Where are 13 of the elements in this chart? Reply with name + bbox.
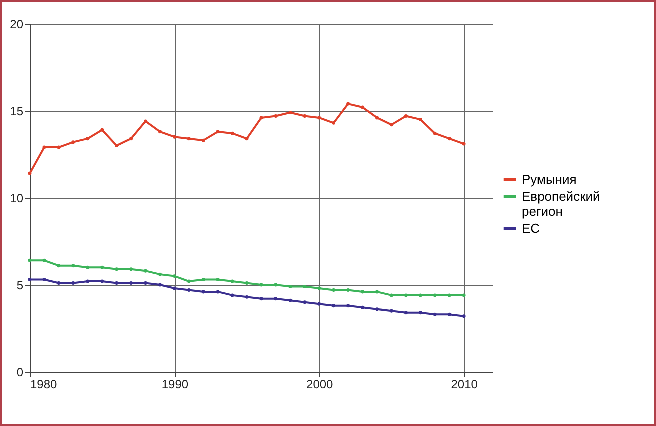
y-tick-label: 20 <box>10 18 24 32</box>
x-tick-label: 2010 <box>451 378 478 392</box>
y-tick-label: 0 <box>16 366 24 380</box>
x-tick-label: 2000 <box>306 378 334 392</box>
x-tick-label: 1980 <box>30 378 58 392</box>
x-tick-label: 1990 <box>162 378 189 392</box>
legend-label: Европейский регион <box>522 189 600 219</box>
line-series <box>28 102 466 176</box>
legend-label: Румыния <box>522 172 577 187</box>
y-tick-label: 15 <box>10 104 24 118</box>
y-tick-label: 5 <box>16 278 24 292</box>
legend-label: ЕС <box>522 221 540 236</box>
y-tick-label: 10 <box>10 192 24 206</box>
